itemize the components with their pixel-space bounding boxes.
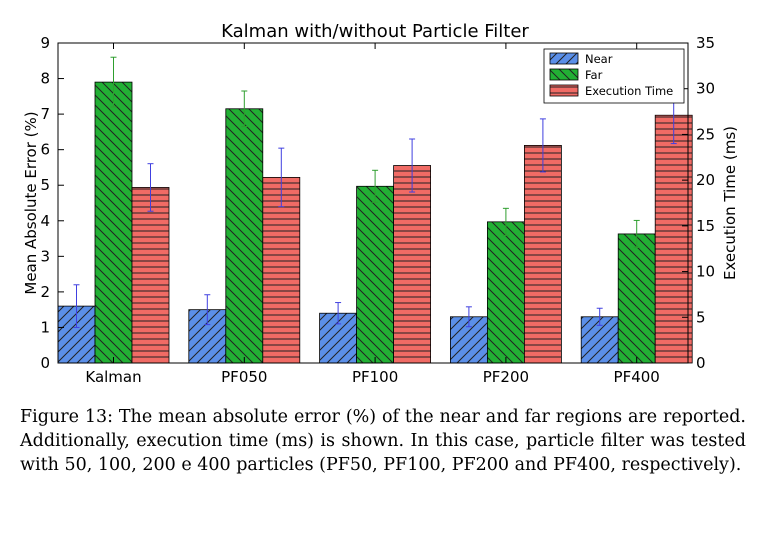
legend-label: Far [585, 68, 603, 82]
right-tick-label: 10 [696, 263, 715, 281]
bar-hatch-execution-time [262, 176, 301, 364]
left-tick-label: 7 [40, 105, 50, 123]
legend-label: Near [585, 52, 613, 66]
left-tick-label: 1 [40, 318, 50, 336]
right-tick-label: 35 [696, 34, 715, 52]
bar-hatch-far [356, 185, 395, 364]
bar-hatch-far [486, 221, 525, 364]
right-tick-label: 20 [696, 171, 715, 189]
x-tick-label: PF400 [614, 368, 660, 386]
chart: 0 1 2 3 4 5 6 7 8 9 0 5 10 15 20 25 30 35 Kalman PF050 PF1… [22, 21, 739, 386]
left-tick-label: 5 [40, 176, 50, 194]
bar-hatch-execution-time [654, 114, 693, 364]
legend-swatch-hatch [549, 52, 579, 65]
bar-hatch-far [225, 108, 264, 364]
right-tick-label: 25 [696, 125, 715, 143]
left-tick-label: 3 [40, 247, 50, 265]
x-axis-ticks: Kalman PF050 PF100 PF200 PF400 [85, 43, 660, 386]
x-tick-label: PF050 [221, 368, 267, 386]
left-tick-label: 6 [40, 141, 50, 159]
y-axis-label-left: Mean Absolute Error (%) [22, 111, 40, 294]
bar-hatch-execution-time [524, 144, 562, 364]
figure-caption: Figure 13: The mean absolute error (%) o… [20, 407, 746, 475]
left-tick-label: 0 [40, 354, 50, 372]
left-tick-label: 4 [40, 212, 50, 230]
bar-hatch-far [617, 233, 656, 364]
bars-layer [57, 81, 693, 364]
legend: Near Far Execution Time [543, 48, 685, 104]
left-tick-label: 8 [40, 70, 50, 88]
plot-frame [57, 42, 689, 364]
legend-swatch-hatch [549, 84, 579, 97]
bar-hatch-execution-time [393, 165, 432, 364]
y-axis-label-right: Execution Time (ms) [721, 126, 739, 280]
x-tick-label: PF200 [483, 368, 529, 386]
right-tick-label: 15 [696, 217, 715, 235]
left-axis-ticks: 0 1 2 3 4 5 6 7 8 9 [40, 34, 64, 372]
legend-label: Execution Time [585, 84, 673, 98]
right-tick-label: 0 [696, 354, 706, 372]
x-tick-label: Kalman [85, 368, 141, 386]
right-tick-label: 5 [696, 308, 706, 326]
x-tick-label: PF100 [352, 368, 398, 386]
legend-swatch-hatch [549, 68, 579, 81]
error-bars-layer [73, 56, 677, 328]
chart-title: Kalman with/without Particle Filter [221, 21, 529, 42]
bar-hatch-execution-time [131, 187, 170, 364]
right-axis-ticks: 0 5 10 15 20 25 30 35 [682, 34, 715, 372]
bar-hatch-far [94, 81, 133, 364]
left-tick-label: 2 [40, 283, 50, 301]
right-tick-label: 30 [696, 80, 715, 98]
left-tick-label: 9 [40, 34, 50, 52]
